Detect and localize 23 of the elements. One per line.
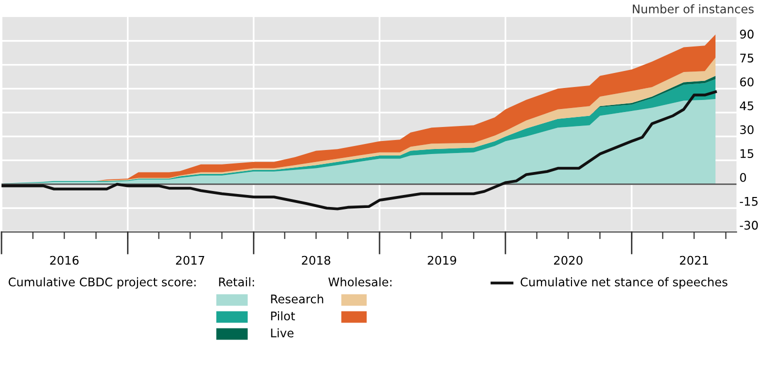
x-tick-label: 2017 [176, 256, 204, 265]
y-axis-title: Number of instances [632, 4, 754, 14]
y-tick-label: 90 [740, 30, 754, 39]
legend-label: Research [271, 294, 324, 304]
legend-label: Cumulative net stance of speeches [520, 277, 728, 289]
y-tick-label: 75 [740, 54, 754, 62]
legend-label: Pilot [271, 311, 295, 320]
y-tick-label: 15 [740, 149, 754, 158]
x-tick-label: 2021 [680, 256, 708, 265]
text: Wholesale: [328, 277, 392, 286]
text: Cumulative CBDC project score: [8, 277, 196, 289]
y-tick-label: -15 [740, 197, 758, 206]
y-tick-label: 30 [740, 125, 754, 134]
x-tick-label: 2016 [50, 256, 79, 265]
y-tick-label: 45 [740, 101, 754, 110]
x-tick-label: 2020 [554, 256, 582, 265]
y-tick-label: 0 [740, 173, 746, 182]
text: Retail: [219, 277, 254, 286]
x-tick-label: 2019 [428, 256, 456, 265]
legend-label: Live [271, 328, 294, 338]
x-tick-label: 2018 [302, 256, 330, 265]
y-tick-label: -30 [740, 220, 758, 230]
y-tick-label: 60 [740, 77, 754, 86]
